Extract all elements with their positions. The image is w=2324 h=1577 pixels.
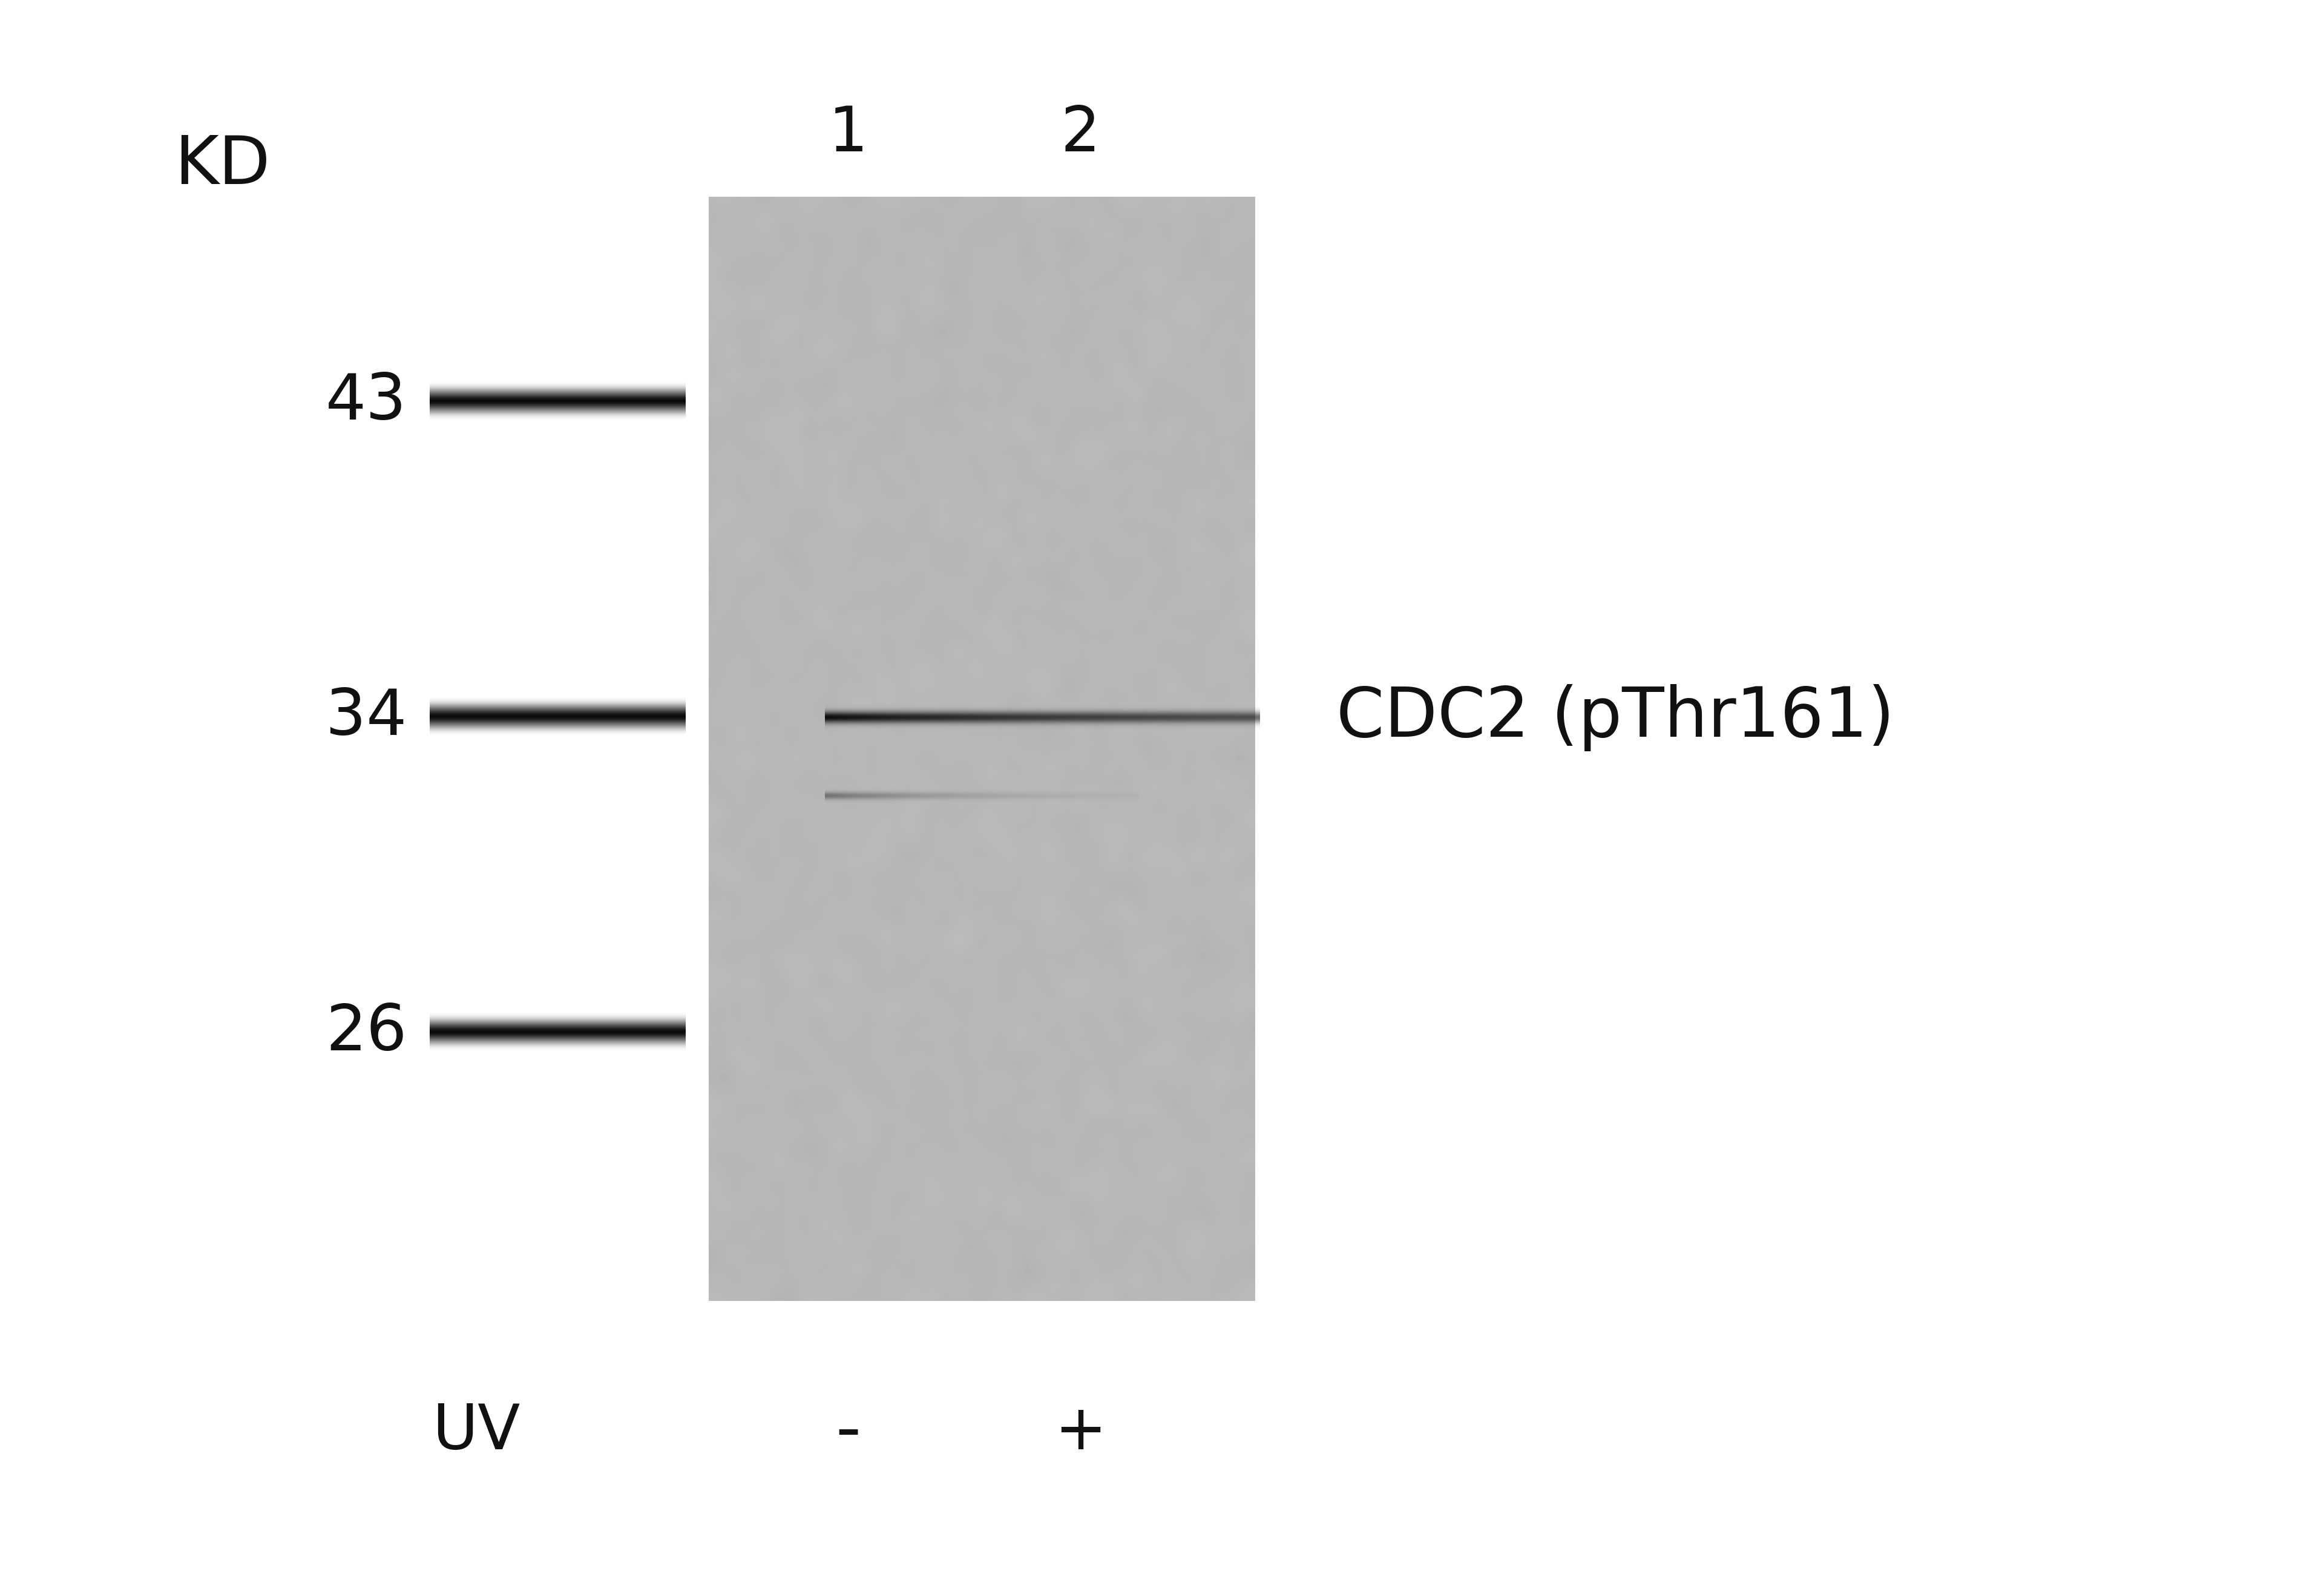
Text: 2: 2 bbox=[1060, 104, 1102, 164]
Text: KD: KD bbox=[174, 132, 270, 199]
Text: +: + bbox=[1055, 1402, 1106, 1462]
Text: 43: 43 bbox=[325, 371, 407, 434]
Text: 26: 26 bbox=[325, 1001, 407, 1064]
Text: CDC2 (pThr161): CDC2 (pThr161) bbox=[1336, 684, 1894, 751]
Text: 34: 34 bbox=[325, 686, 407, 749]
Text: -: - bbox=[834, 1397, 862, 1467]
Text: 1: 1 bbox=[827, 104, 869, 164]
Text: UV: UV bbox=[432, 1402, 521, 1462]
